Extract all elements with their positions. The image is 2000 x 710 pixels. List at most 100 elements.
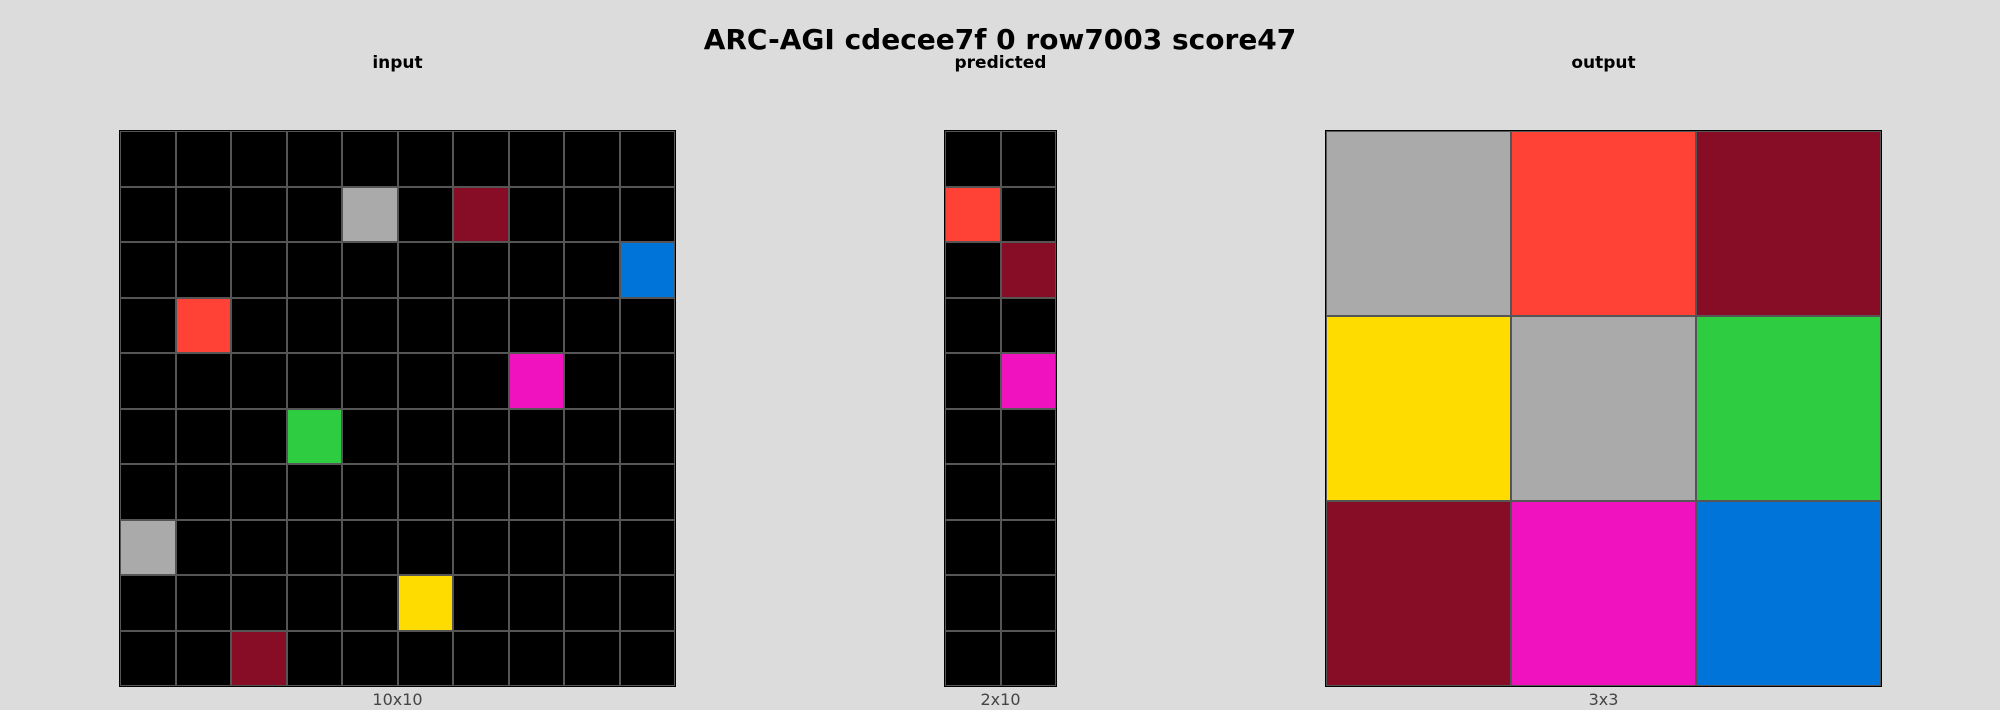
input-cell-r3-c9	[619, 297, 675, 353]
input-cell-r7-c2	[231, 519, 287, 575]
input-cell-r3-c2	[231, 297, 287, 353]
input-cell-r2-c3	[286, 242, 342, 298]
input-cell-r7-c6	[453, 519, 509, 575]
input-cell-r8-c3	[286, 575, 342, 631]
input-cell-r6-c8	[564, 464, 620, 520]
input-cell-r4-c5	[397, 353, 453, 409]
input-cell-r6-c2	[231, 464, 287, 520]
output-panel: output 3x3	[1325, 52, 1882, 709]
input-cell-r2-c2	[231, 242, 287, 298]
input-cell-r1-c4	[342, 186, 398, 242]
input-cell-r0-c3	[286, 131, 342, 187]
predicted-cell-r6-c1	[1000, 464, 1056, 520]
output-cell-r1-c2	[1696, 316, 1881, 501]
input-cell-r9-c2	[231, 630, 287, 686]
input-cell-r6-c5	[397, 464, 453, 520]
input-cell-r1-c6	[453, 186, 509, 242]
output-cell-r0-c1	[1511, 131, 1696, 316]
predicted-cell-r3-c1	[1000, 297, 1056, 353]
predicted-grid-size-label: 2x10	[980, 690, 1021, 709]
input-cell-r3-c8	[564, 297, 620, 353]
input-cell-r0-c9	[619, 131, 675, 187]
output-cell-r2-c2	[1696, 501, 1881, 686]
input-cell-r9-c3	[286, 630, 342, 686]
predicted-cell-r7-c0	[945, 519, 1001, 575]
input-cell-r7-c7	[508, 519, 564, 575]
input-cell-r1-c0	[120, 186, 176, 242]
predicted-cell-r9-c0	[945, 630, 1001, 686]
predicted-cell-r3-c0	[945, 297, 1001, 353]
input-cell-r8-c8	[564, 575, 620, 631]
predicted-cell-r4-c1	[1000, 353, 1056, 409]
input-cell-r9-c5	[397, 630, 453, 686]
input-cell-r6-c0	[120, 464, 176, 520]
input-cell-r6-c4	[342, 464, 398, 520]
output-grid-size-label: 3x3	[1588, 690, 1619, 709]
input-cell-r7-c0	[120, 519, 176, 575]
input-cell-r5-c8	[564, 408, 620, 464]
input-cell-r0-c7	[508, 131, 564, 187]
figure-title: ARC-AGI cdecee7f 0 row7003 score47	[703, 23, 1297, 56]
input-cell-r4-c2	[231, 353, 287, 409]
input-cell-r4-c7	[508, 353, 564, 409]
input-cell-r1-c7	[508, 186, 564, 242]
input-cell-r5-c1	[175, 408, 231, 464]
input-cell-r4-c3	[286, 353, 342, 409]
output-cell-r1-c0	[1326, 316, 1511, 501]
input-cell-r5-c7	[508, 408, 564, 464]
predicted-cell-r8-c1	[1000, 575, 1056, 631]
predicted-panel-title: predicted	[954, 53, 1047, 73]
input-cell-r9-c1	[175, 630, 231, 686]
input-cell-r0-c6	[453, 131, 509, 187]
input-cell-r3-c1	[175, 297, 231, 353]
input-cell-r5-c2	[231, 408, 287, 464]
input-cell-r8-c2	[231, 575, 287, 631]
input-cell-r0-c4	[342, 131, 398, 187]
input-panel-title: input	[372, 53, 423, 73]
predicted-cell-r8-c0	[945, 575, 1001, 631]
input-cell-r4-c4	[342, 353, 398, 409]
input-cell-r4-c9	[619, 353, 675, 409]
input-cell-r5-c6	[453, 408, 509, 464]
output-cell-r2-c1	[1511, 501, 1696, 686]
predicted-cell-r6-c0	[945, 464, 1001, 520]
input-cell-r3-c3	[286, 297, 342, 353]
input-cell-r1-c8	[564, 186, 620, 242]
input-cell-r0-c2	[231, 131, 287, 187]
input-cell-r1-c1	[175, 186, 231, 242]
input-cell-r0-c5	[397, 131, 453, 187]
input-cell-r4-c0	[120, 353, 176, 409]
input-cell-r8-c4	[342, 575, 398, 631]
predicted-cell-r1-c1	[1000, 186, 1056, 242]
predicted-cell-r7-c1	[1000, 519, 1056, 575]
predicted-cell-r0-c1	[1000, 131, 1056, 187]
input-cell-r6-c3	[286, 464, 342, 520]
predicted-cell-r5-c1	[1000, 408, 1056, 464]
input-cell-r1-c5	[397, 186, 453, 242]
input-cell-r7-c1	[175, 519, 231, 575]
input-cell-r7-c4	[342, 519, 398, 575]
predicted-cell-r5-c0	[945, 408, 1001, 464]
predicted-cell-r1-c0	[945, 186, 1001, 242]
input-cell-r4-c8	[564, 353, 620, 409]
input-cell-r3-c6	[453, 297, 509, 353]
input-cell-r0-c1	[175, 131, 231, 187]
input-cell-r7-c3	[286, 519, 342, 575]
input-cell-r6-c1	[175, 464, 231, 520]
input-cell-r2-c5	[397, 242, 453, 298]
input-cell-r8-c6	[453, 575, 509, 631]
predicted-cell-r4-c0	[945, 353, 1001, 409]
input-cell-r4-c1	[175, 353, 231, 409]
output-cell-r0-c2	[1696, 131, 1881, 316]
input-cell-r8-c0	[120, 575, 176, 631]
output-cell-r1-c1	[1511, 316, 1696, 501]
input-cell-r3-c5	[397, 297, 453, 353]
input-cell-r9-c7	[508, 630, 564, 686]
input-cell-r1-c2	[231, 186, 287, 242]
input-cell-r3-c0	[120, 297, 176, 353]
input-cell-r5-c4	[342, 408, 398, 464]
input-cell-r7-c5	[397, 519, 453, 575]
input-cell-r2-c8	[564, 242, 620, 298]
input-cell-r9-c8	[564, 630, 620, 686]
input-cell-r2-c9	[619, 242, 675, 298]
